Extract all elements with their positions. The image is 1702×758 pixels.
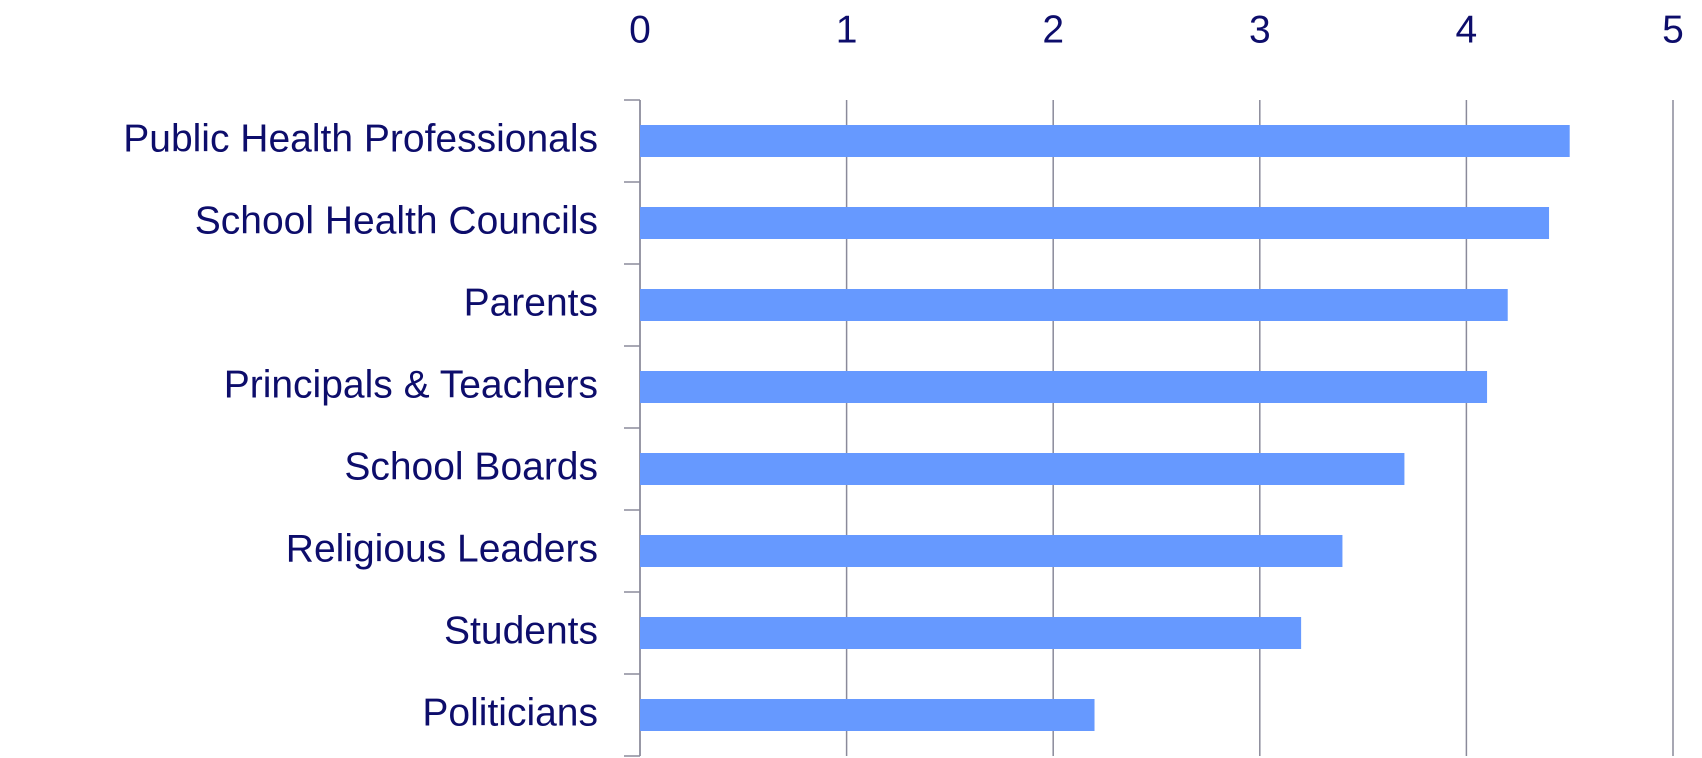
x-tick-label: 1 xyxy=(836,8,858,51)
y-tick-label: School Health Councils xyxy=(195,199,598,242)
bar xyxy=(640,699,1095,731)
bar xyxy=(640,289,1508,321)
y-tick-label: School Boards xyxy=(344,445,598,488)
bar xyxy=(640,453,1405,485)
y-tick-label: Public Health Professionals xyxy=(123,117,598,160)
x-tick-label: 0 xyxy=(629,8,651,51)
y-tick-label: Principals & Teachers xyxy=(224,363,598,406)
y-tick-label: Politicians xyxy=(422,691,598,734)
y-tick-label: Religious Leaders xyxy=(286,527,598,570)
y-tick-label: Students xyxy=(444,609,598,652)
x-tick-label: 5 xyxy=(1662,8,1684,51)
bar xyxy=(640,125,1570,157)
y-tick-label: Parents xyxy=(464,281,598,324)
x-tick-label: 4 xyxy=(1456,8,1478,51)
bar xyxy=(640,207,1550,239)
x-tick-label: 3 xyxy=(1249,8,1271,51)
bar xyxy=(640,535,1343,567)
x-tick-label: 2 xyxy=(1042,8,1064,51)
bar xyxy=(640,371,1488,403)
bar xyxy=(640,617,1302,649)
